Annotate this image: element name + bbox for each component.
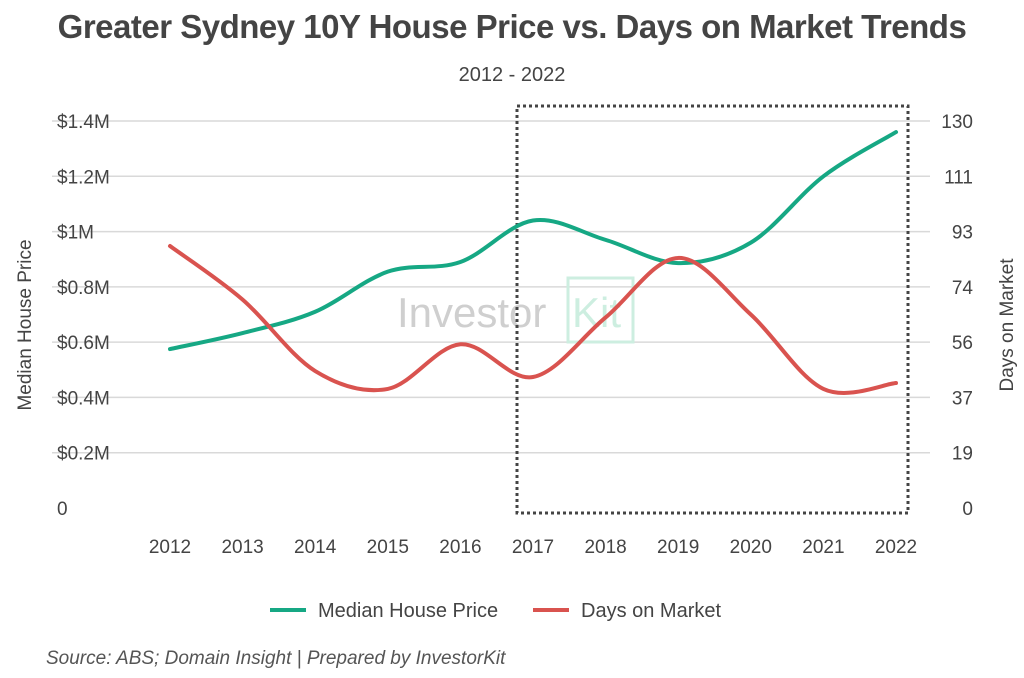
watermark-logo-box — [566, 276, 635, 344]
x-tick-label: 2021 — [802, 537, 844, 558]
right-tick-label: 111 — [944, 167, 973, 188]
right-tick-label: 93 — [952, 223, 973, 244]
right-tick-label: 37 — [952, 388, 973, 409]
right-tick-label: 0 — [962, 499, 973, 520]
x-tick-label: 2022 — [875, 537, 917, 558]
watermark-text: Investor — [397, 289, 546, 336]
chart-title: Greater Sydney 10Y House Price vs. Days … — [57, 8, 967, 45]
left-tick-label: $1.4M — [57, 112, 110, 133]
x-tick-label: 2012 — [149, 537, 191, 558]
x-tick-label: 2014 — [294, 537, 337, 558]
x-tick-label: 2018 — [584, 537, 626, 558]
left-tick-label: $1.2M — [57, 167, 110, 188]
legend-label: Days on Market — [581, 600, 721, 622]
left-tick-label: $1M — [57, 223, 94, 244]
x-tick-label: 2015 — [367, 537, 409, 558]
left-tick-label: $0.2M — [57, 444, 110, 465]
x-tick-label: 2013 — [221, 537, 263, 558]
right-tick-label: 19 — [952, 444, 973, 465]
left-tick-label: $0.8M — [57, 278, 110, 299]
x-tick-label: 2020 — [730, 537, 772, 558]
right-tick-label: 74 — [952, 278, 974, 299]
x-tick-label: 2016 — [439, 537, 481, 558]
right-tick-label: 56 — [952, 333, 973, 354]
source-note: Source: ABS; Domain Insight | Prepared b… — [46, 648, 506, 669]
left-tick-label: $0.4M — [57, 388, 110, 409]
left-tick-label: 0 — [57, 499, 68, 520]
x-tick-label: 2017 — [512, 537, 554, 558]
highlight-box — [515, 104, 910, 515]
chart-subtitle: 2012 - 2022 — [458, 64, 566, 86]
left-tick-label: $0.6M — [57, 333, 110, 354]
left-axis-label: Median House Price — [15, 239, 36, 410]
x-tick-label: 2019 — [657, 537, 699, 558]
right-tick-label: 130 — [941, 112, 973, 133]
legend-label: Median House Price — [318, 600, 498, 622]
right-axis-label: Days on Market — [997, 258, 1018, 392]
